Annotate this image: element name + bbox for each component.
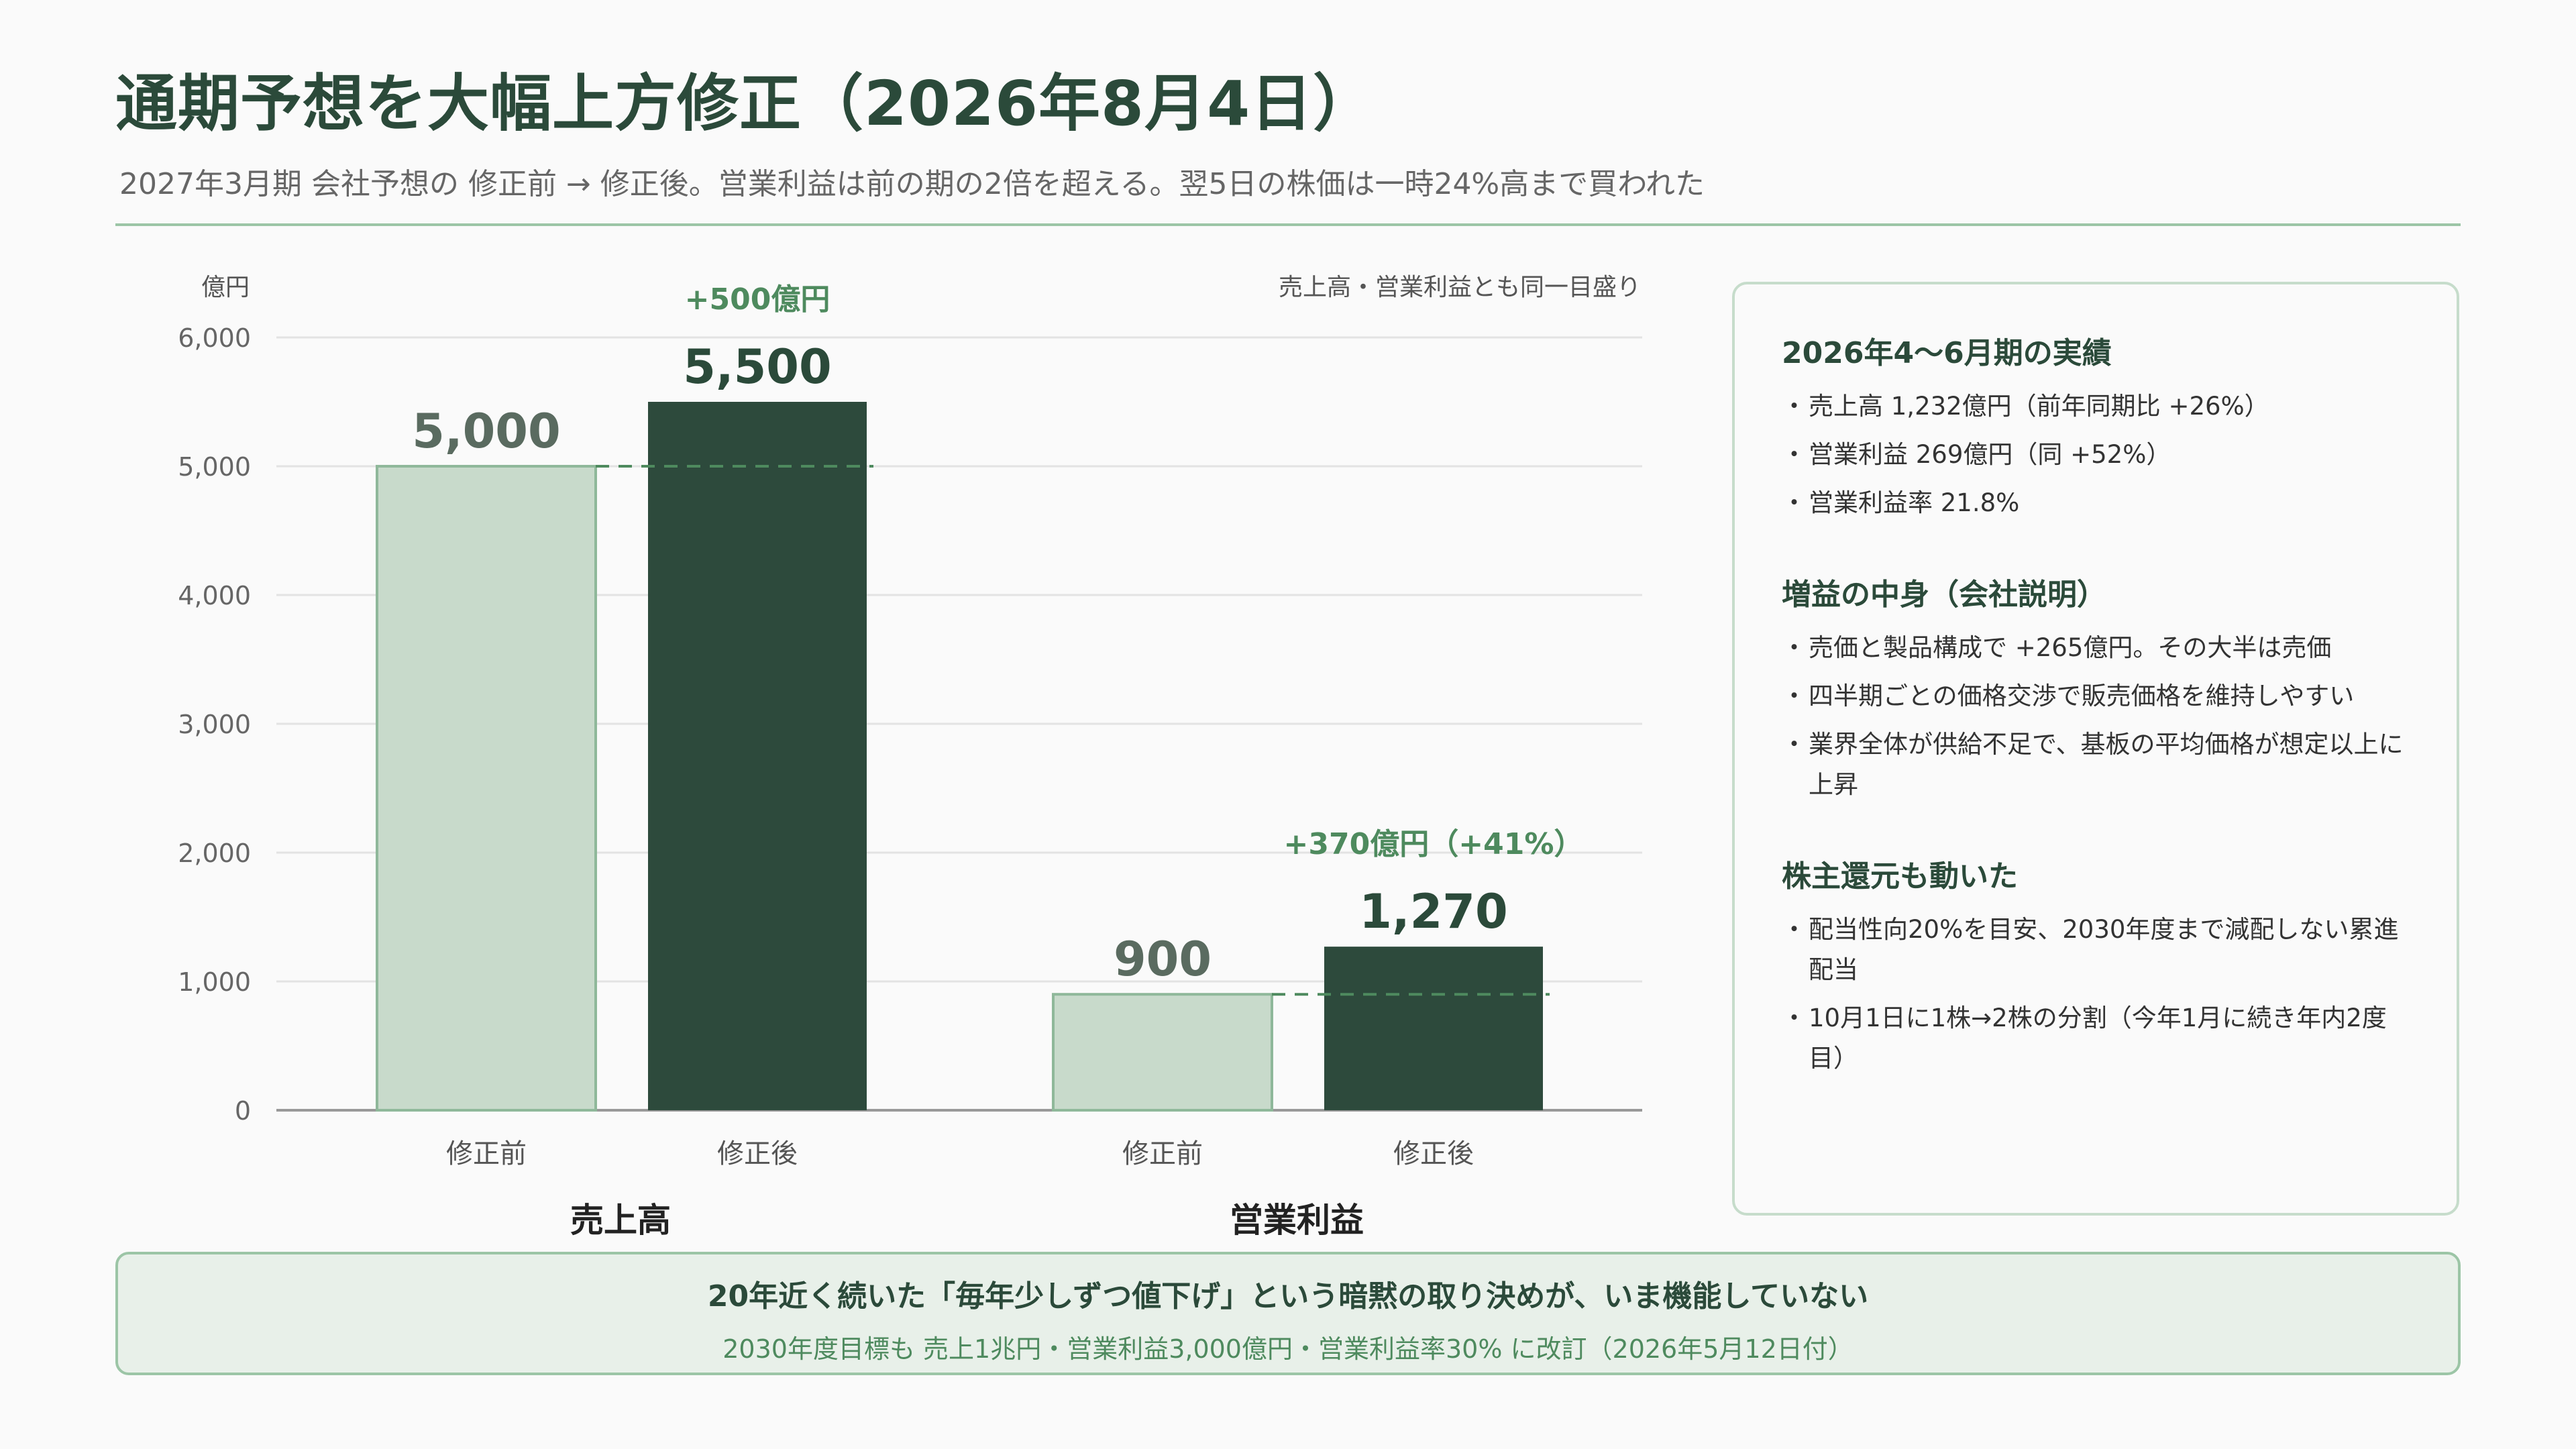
panel-section-shareholder-returns: 株主還元も動いた 配当性向20%を目安、2030年度まで減配しない累進配当 10… xyxy=(1782,852,2414,1079)
y-tick-label: 2,000 xyxy=(178,839,251,868)
bar-value-label: 900 xyxy=(1114,932,1212,987)
y-tick-label: 1,000 xyxy=(178,967,251,997)
forecast-bar-chart: 0 1,000 2,000 3,000 4,000 5,000 6,000 億円 売上高・営業利… xyxy=(178,274,1642,1240)
group-label: 営業利益 xyxy=(1230,1201,1364,1240)
y-tick-label: 3,000 xyxy=(178,710,251,739)
bar-value-label: 1,270 xyxy=(1359,884,1507,939)
x-tick-label: 修正前 xyxy=(446,1138,527,1169)
summary-banner: 20年近く続いた「毎年少しずつ値下げ」という暗黙の取り決めが、いま機能していない… xyxy=(115,1252,2461,1375)
y-tick-label: 6,000 xyxy=(178,323,251,353)
panel-item: 営業利益 269億円（同 +52%） xyxy=(1782,435,2414,475)
group-label: 売上高 xyxy=(570,1201,671,1240)
bar-layer xyxy=(376,402,1550,1112)
y-tick-label: 4,000 xyxy=(178,581,251,610)
panel-item: 営業利益率 21.8% xyxy=(1782,483,2414,523)
panel-item: 10月1日に1株→2株の分割（今年1月に続き年内2度目） xyxy=(1782,998,2414,1079)
bar-after xyxy=(648,402,867,1110)
y-tick-label: 0 xyxy=(235,1096,251,1126)
panel-item: 四半期ごとの価格交渉で販売価格を維持しやすい xyxy=(1782,676,2414,716)
banner-subline: 2030年度目標も 売上1兆円・営業利益3,000億円・営業利益率30% に改訂… xyxy=(722,1334,1854,1364)
panel-section-results: 2026年4〜6月期の実績 売上高 1,232億円（前年同期比 +26%） 営業… xyxy=(1782,329,2414,523)
banner-headline: 20年近く続いた「毎年少しずつ値下げ」という暗黙の取り決めが、いま機能していない xyxy=(707,1279,1869,1313)
y-unit-label: 億円 xyxy=(201,274,250,301)
scale-note: 売上高・営業利益とも同一目盛り xyxy=(1279,274,1641,301)
bar-after xyxy=(1324,947,1543,1110)
facts-panel: 2026年4〜6月期の実績 売上高 1,232億円（前年同期比 +26%） 営業… xyxy=(1732,282,2459,1216)
page-title: 通期予想を大幅上方修正（2026年8月4日） xyxy=(115,68,1376,140)
panel-item: 売上高 1,232億円（前年同期比 +26%） xyxy=(1782,386,2414,427)
panel-item: 業界全体が供給不足で、基板の平均価格が想定以上に上昇 xyxy=(1782,724,2414,805)
panel-heading: 株主還元も動いた xyxy=(1782,859,2018,894)
bar-before xyxy=(1052,993,1273,1112)
bar-before xyxy=(376,465,597,1112)
bar-value-label: 5,000 xyxy=(412,404,560,459)
x-tick-label: 修正後 xyxy=(1393,1138,1474,1169)
panel-heading: 2026年4〜6月期の実績 xyxy=(1782,336,2112,370)
page-subtitle: 2027年3月期 会社予想の 修正前 → 修正後。営業利益は前の期の2倍を超える… xyxy=(119,167,1705,201)
x-tick-label: 修正後 xyxy=(717,1138,798,1169)
delta-label: +370億円（+41%） xyxy=(1284,827,1584,861)
panel-item: 配当性向20%を目安、2030年度まで減配しない累進配当 xyxy=(1782,910,2414,990)
y-tick-label: 5,000 xyxy=(178,452,251,482)
x-tick-label: 修正前 xyxy=(1122,1138,1203,1169)
panel-section-profit-drivers: 増益の中身（会社説明） 売価と製品構成で +265億円。その大半は売価 四半期ご… xyxy=(1782,570,2414,805)
delta-label: +500億円 xyxy=(685,282,830,317)
panel-heading: 増益の中身（会社説明） xyxy=(1782,578,2106,612)
bar-value-label: 5,500 xyxy=(683,339,831,394)
header-divider xyxy=(115,223,2461,226)
panel-item: 売価と製品構成で +265億円。その大半は売価 xyxy=(1782,628,2414,668)
